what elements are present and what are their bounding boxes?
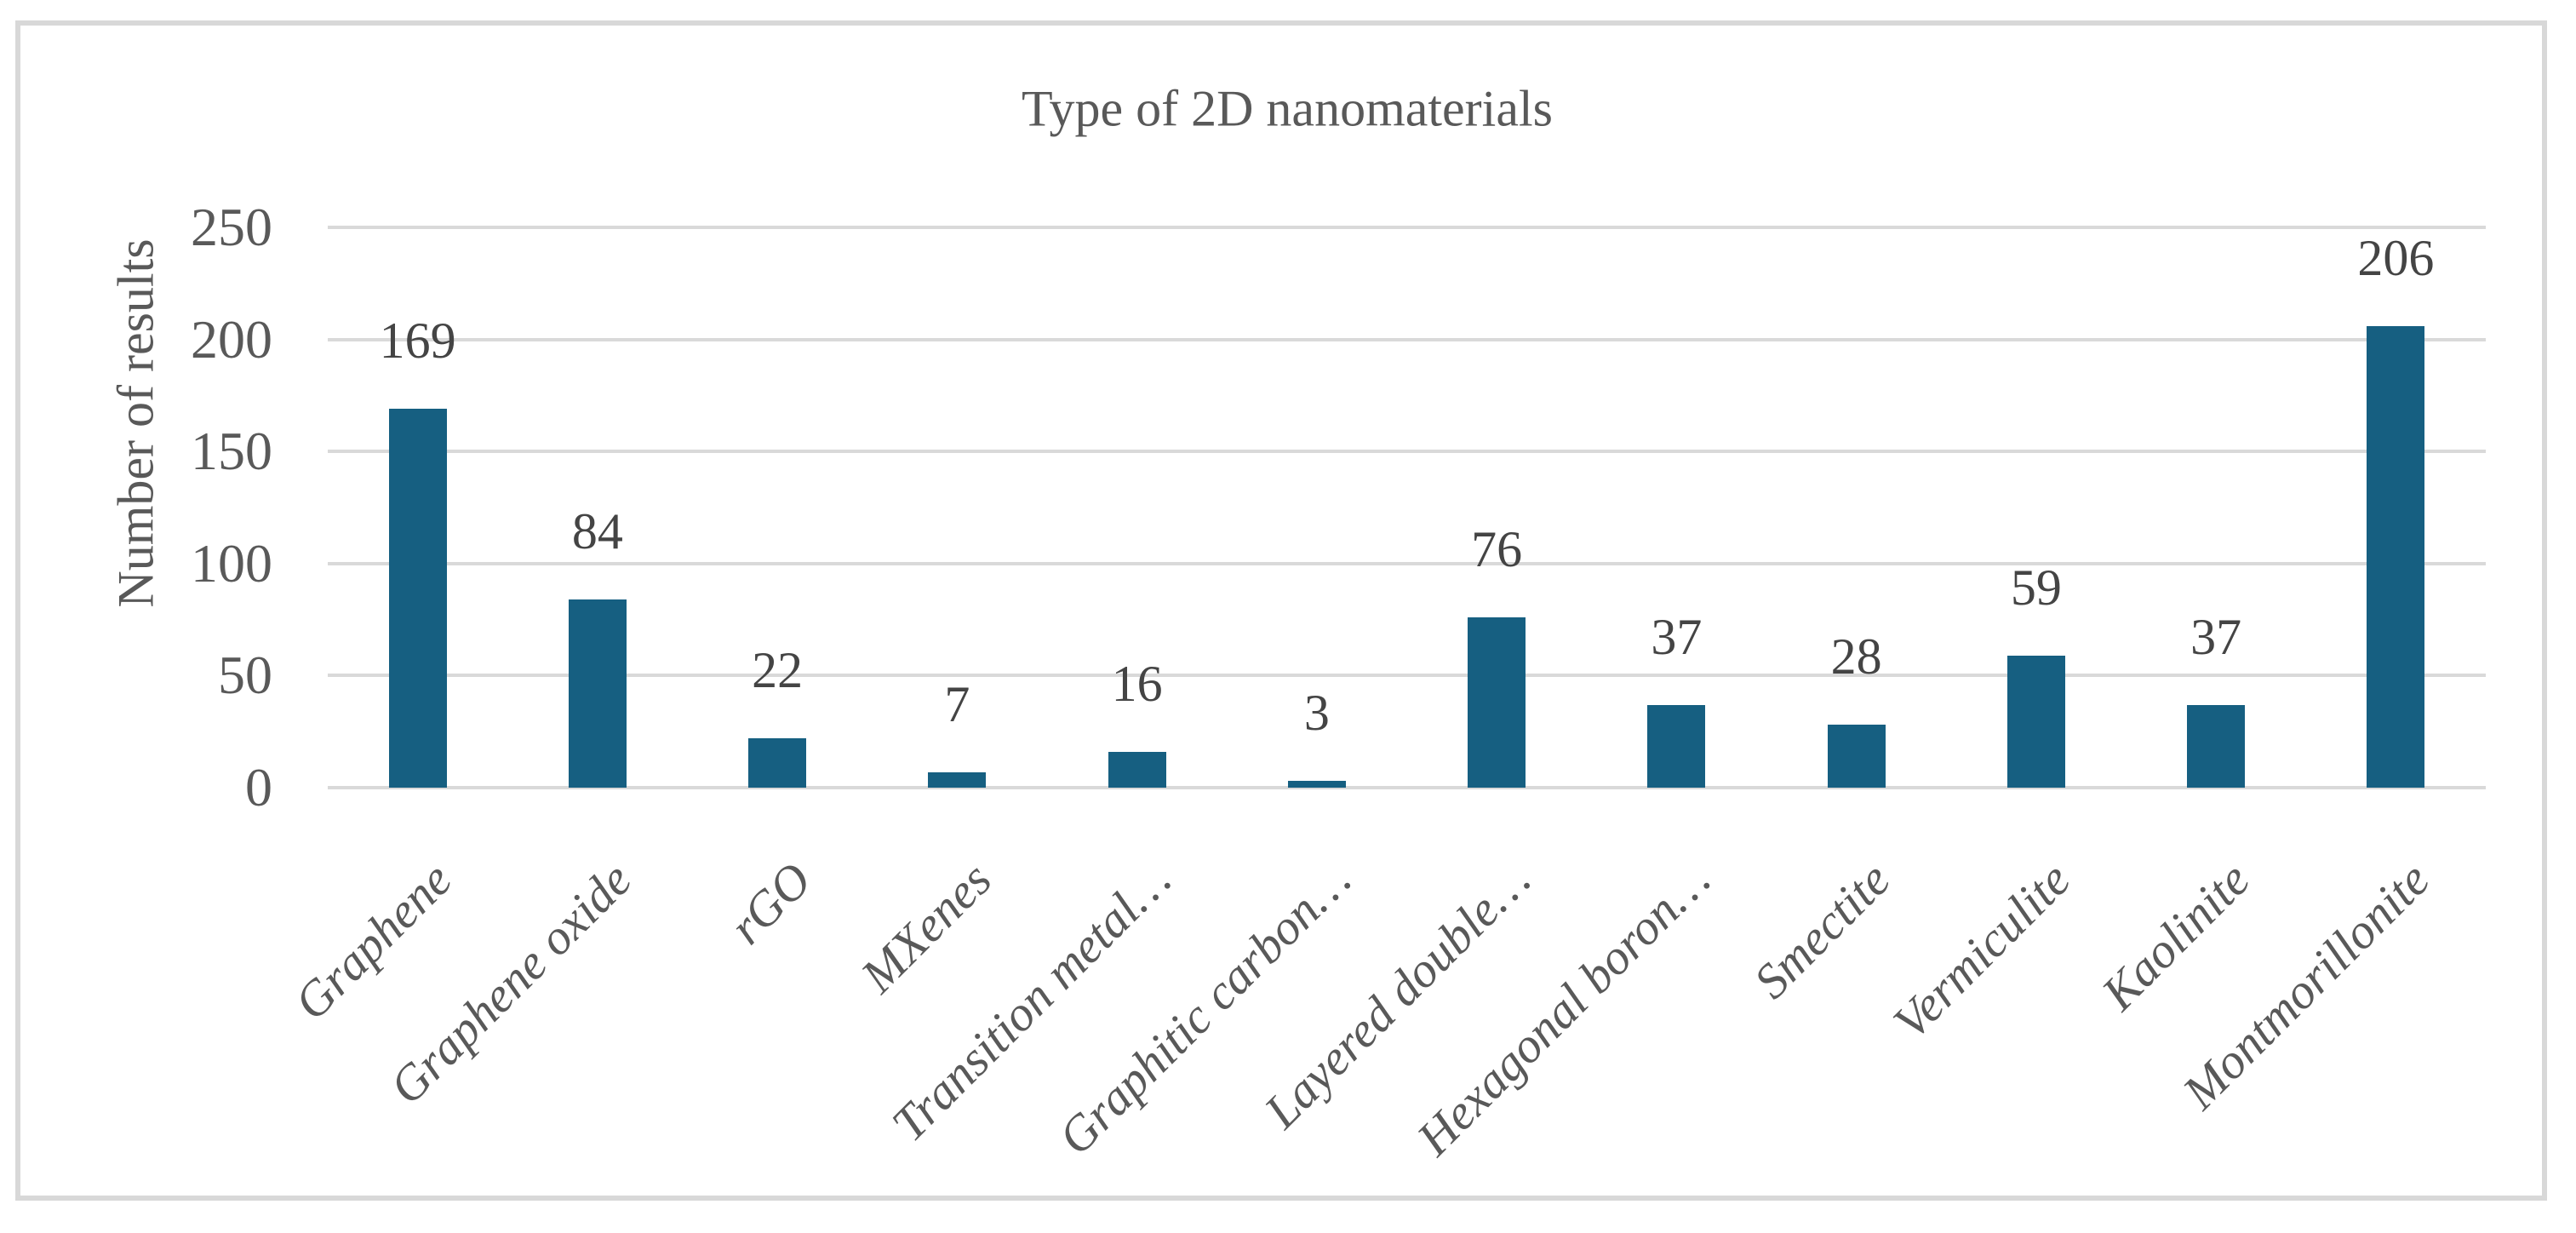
gridline-y-50 bbox=[328, 674, 2486, 678]
bar-smectite bbox=[1827, 725, 1886, 788]
y-tick-label: 250 bbox=[191, 197, 272, 257]
y-tick-label: 150 bbox=[191, 421, 272, 482]
bar-montmorillonite bbox=[2367, 325, 2425, 788]
bar-value-label: 28 bbox=[1830, 628, 1882, 685]
bar-value-label: 7 bbox=[944, 675, 970, 732]
bar-value-label: 59 bbox=[2010, 559, 2062, 616]
y-tick-label: 200 bbox=[191, 308, 272, 370]
gridline-y-150 bbox=[328, 450, 2486, 454]
gridline-y-0 bbox=[328, 786, 2486, 789]
chart-frame-border bbox=[15, 20, 2547, 1201]
bar-value-label: 16 bbox=[1111, 655, 1163, 712]
bar-mxenes bbox=[928, 771, 987, 788]
bar-value-label: 37 bbox=[1651, 608, 1703, 665]
bar-value-label: 84 bbox=[571, 502, 623, 559]
bar-graphene-oxide bbox=[568, 599, 627, 788]
bar-value-label: 22 bbox=[752, 642, 804, 699]
bar-value-label: 206 bbox=[2357, 229, 2435, 286]
bar-value-label: 76 bbox=[1471, 520, 1523, 577]
gridline-y-100 bbox=[328, 561, 2486, 565]
bar-graphitic-carbon- bbox=[1287, 781, 1346, 788]
bar-layered-double- bbox=[1468, 616, 1526, 788]
bar-value-label: 3 bbox=[1303, 685, 1330, 742]
bar-value-label: 169 bbox=[379, 313, 456, 370]
bar-graphene bbox=[388, 409, 447, 788]
bar-transition-metal- bbox=[1108, 751, 1166, 788]
y-tick-label: 0 bbox=[245, 757, 272, 817]
bar-kaolinite bbox=[2187, 704, 2246, 788]
chart-title: Type of 2D nanomaterials bbox=[1022, 80, 1553, 137]
y-tick-label: 50 bbox=[218, 645, 272, 706]
gridline-y-250 bbox=[328, 226, 2486, 229]
bar-rgo bbox=[748, 738, 807, 788]
bar-value-label: 37 bbox=[2190, 608, 2242, 665]
bar-hexagonal-boron- bbox=[1647, 704, 1706, 788]
y-tick-label: 100 bbox=[191, 532, 272, 594]
bar-vermiculite bbox=[2006, 655, 2065, 788]
gridline-y-200 bbox=[328, 337, 2486, 341]
